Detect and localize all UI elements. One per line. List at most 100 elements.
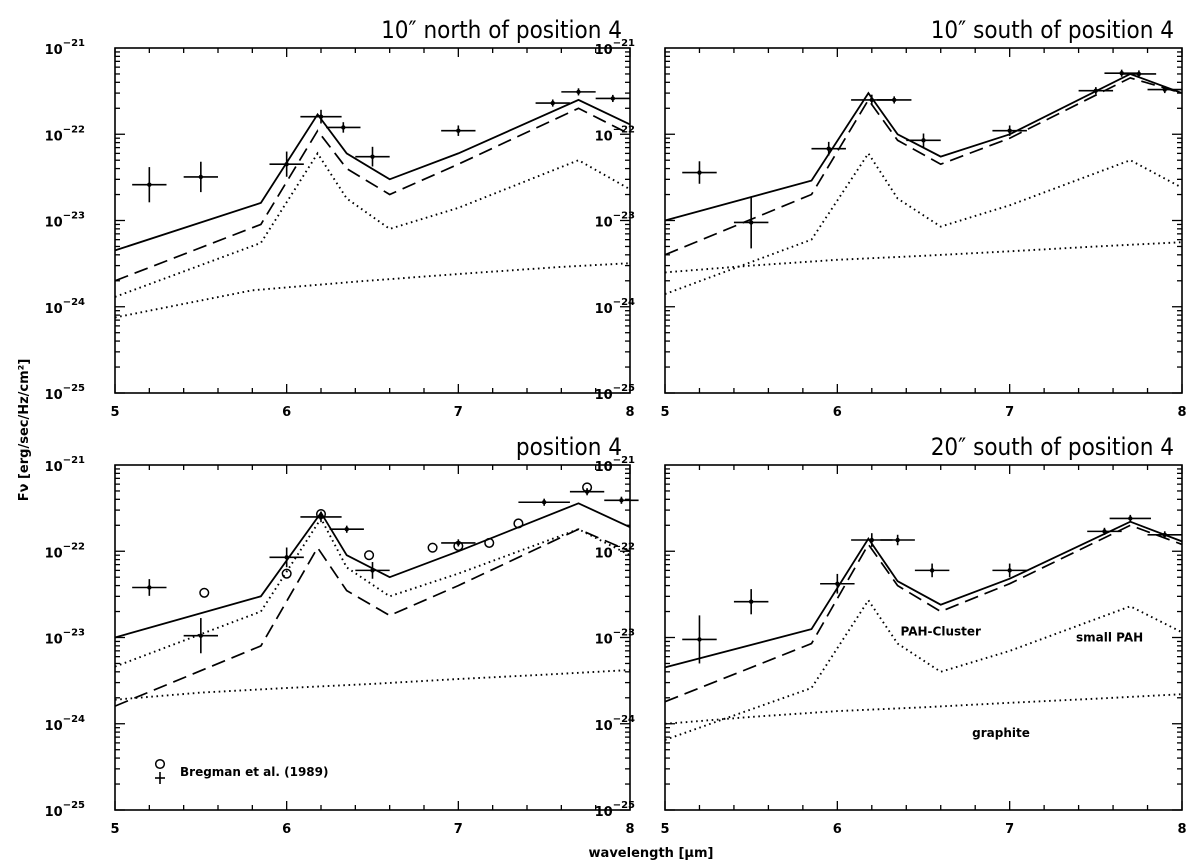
- x-tick-label: 5: [110, 822, 119, 837]
- model-line-dotted: [664, 241, 1183, 274]
- data-point: [370, 568, 375, 573]
- x-tick-label: 8: [1177, 405, 1186, 420]
- x-tick-label: 6: [282, 822, 291, 837]
- data-point: [1162, 532, 1167, 538]
- model-line-dotted: [114, 262, 631, 319]
- x-tick-label: 8: [1177, 822, 1186, 837]
- model-line-solid: [114, 502, 631, 639]
- panel-title: 20″ south of position 4: [931, 433, 1174, 461]
- data-point: [835, 581, 840, 586]
- data-point: [610, 96, 616, 101]
- data-point: [748, 599, 754, 604]
- data-point: [1007, 128, 1012, 133]
- x-tick-label: 8: [625, 405, 634, 420]
- x-tick-label: 7: [454, 405, 463, 420]
- x-tick-label: 6: [282, 405, 291, 420]
- data-point: [1162, 87, 1167, 92]
- open-circle-point: [453, 540, 464, 552]
- x-tick-label: 7: [1005, 822, 1014, 837]
- data-point: [541, 500, 547, 505]
- data-point: [697, 170, 702, 175]
- data-point: [1128, 516, 1133, 521]
- data-point: [748, 220, 754, 225]
- y-tick-label: 10−22: [595, 541, 635, 561]
- data-point: [892, 97, 897, 103]
- x-tick-label: 6: [833, 405, 842, 420]
- y-tick-label: 10−25: [595, 383, 635, 403]
- y-tick-label: 10−25: [595, 800, 635, 820]
- legend-circle-symbol: [154, 758, 166, 770]
- panel-title: position 4: [516, 433, 622, 461]
- data-point: [697, 637, 702, 642]
- model-line-dashed: [114, 528, 631, 707]
- y-tick-label: 10−25: [45, 800, 85, 820]
- y-tick-label: 10−23: [595, 628, 635, 648]
- data-point: [1102, 529, 1107, 534]
- model-line-dotted: [664, 693, 1183, 725]
- data-point: [576, 89, 581, 95]
- data-point: [284, 555, 289, 560]
- y-tick-label: 10−24: [595, 714, 635, 734]
- model-line-dashed: [664, 524, 1183, 703]
- y-tick-label: 10−25: [45, 383, 85, 403]
- y-tick-label: 10−23: [45, 211, 85, 231]
- y-tick-label: 10−22: [595, 124, 635, 144]
- y-tick-label: 10−23: [595, 211, 635, 231]
- open-circle-point: [484, 537, 495, 548]
- model-line-dotted: [114, 669, 631, 701]
- model-line-dotted: [664, 151, 1183, 295]
- x-tick-label: 7: [454, 822, 463, 837]
- data-point: [921, 138, 926, 143]
- annotation-label: graphite: [972, 726, 1030, 740]
- data-point: [147, 585, 152, 590]
- plot-frame: [114, 464, 631, 811]
- data-point: [1007, 568, 1012, 573]
- data-point: [370, 154, 375, 159]
- y-tick-label: 10−22: [45, 124, 85, 144]
- legend-text: Bregman et al. (1989): [180, 765, 328, 779]
- model-line-dashed: [664, 76, 1183, 256]
- model-line-solid: [664, 73, 1183, 222]
- data-point: [869, 537, 874, 543]
- data-point: [826, 146, 831, 151]
- data-point: [318, 114, 324, 119]
- data-point: [550, 100, 555, 106]
- model-line-dotted: [664, 598, 1183, 741]
- data-point: [147, 182, 152, 187]
- panel-2: 10″ south of position 45 6 7 810−2110−2210−…: [595, 16, 1187, 420]
- x-tick-label: 8: [625, 822, 634, 837]
- x-tick-label: 7: [1005, 405, 1014, 420]
- open-circle-point: [427, 542, 438, 553]
- data-point: [284, 161, 289, 167]
- y-tick-label: 10−24: [45, 297, 85, 317]
- open-circle-point: [199, 587, 210, 598]
- data-point: [456, 128, 461, 133]
- open-circle-point: [281, 568, 292, 579]
- panel-title: 10″ south of position 4: [931, 16, 1174, 44]
- data-point: [1136, 71, 1142, 77]
- open-circle-point: [582, 482, 593, 493]
- data-point: [895, 537, 900, 543]
- x-axis-label: wavelength [μm]: [589, 846, 714, 861]
- panel-1: 10″ north of position 4 5 6 7 8 10−21 10−22 10−…: [45, 16, 635, 420]
- model-line-solid: [664, 520, 1183, 669]
- y-tick-label: 10−24: [595, 297, 635, 317]
- model-line-dashed: [114, 107, 631, 282]
- y-tick-label: 10−21: [45, 455, 85, 475]
- data-point: [1093, 88, 1099, 93]
- plot-frame: [664, 47, 1183, 394]
- open-circle-point: [315, 508, 327, 520]
- y-tick-label: 10−22: [45, 541, 85, 561]
- open-circle-point: [364, 550, 375, 561]
- y-axis-label: Fν [erg/sec/Hz/cm²]: [17, 359, 32, 502]
- panel-4: 20″ south of position 45 6 7 810−2110−2210−…: [595, 433, 1187, 837]
- x-tick-label: 5: [660, 405, 669, 420]
- x-tick-label: 6: [833, 822, 842, 837]
- data-point: [869, 97, 874, 103]
- data-point: [198, 174, 204, 180]
- x-tick-label: 5: [110, 405, 119, 420]
- panel-3: position 4 5 6 7 8 10−21 10−22 10−23 10−24 10−25 B…: [45, 433, 639, 837]
- panel-title: 10″ north of position 4: [381, 16, 622, 44]
- y-tick-label: 10−21: [45, 38, 85, 58]
